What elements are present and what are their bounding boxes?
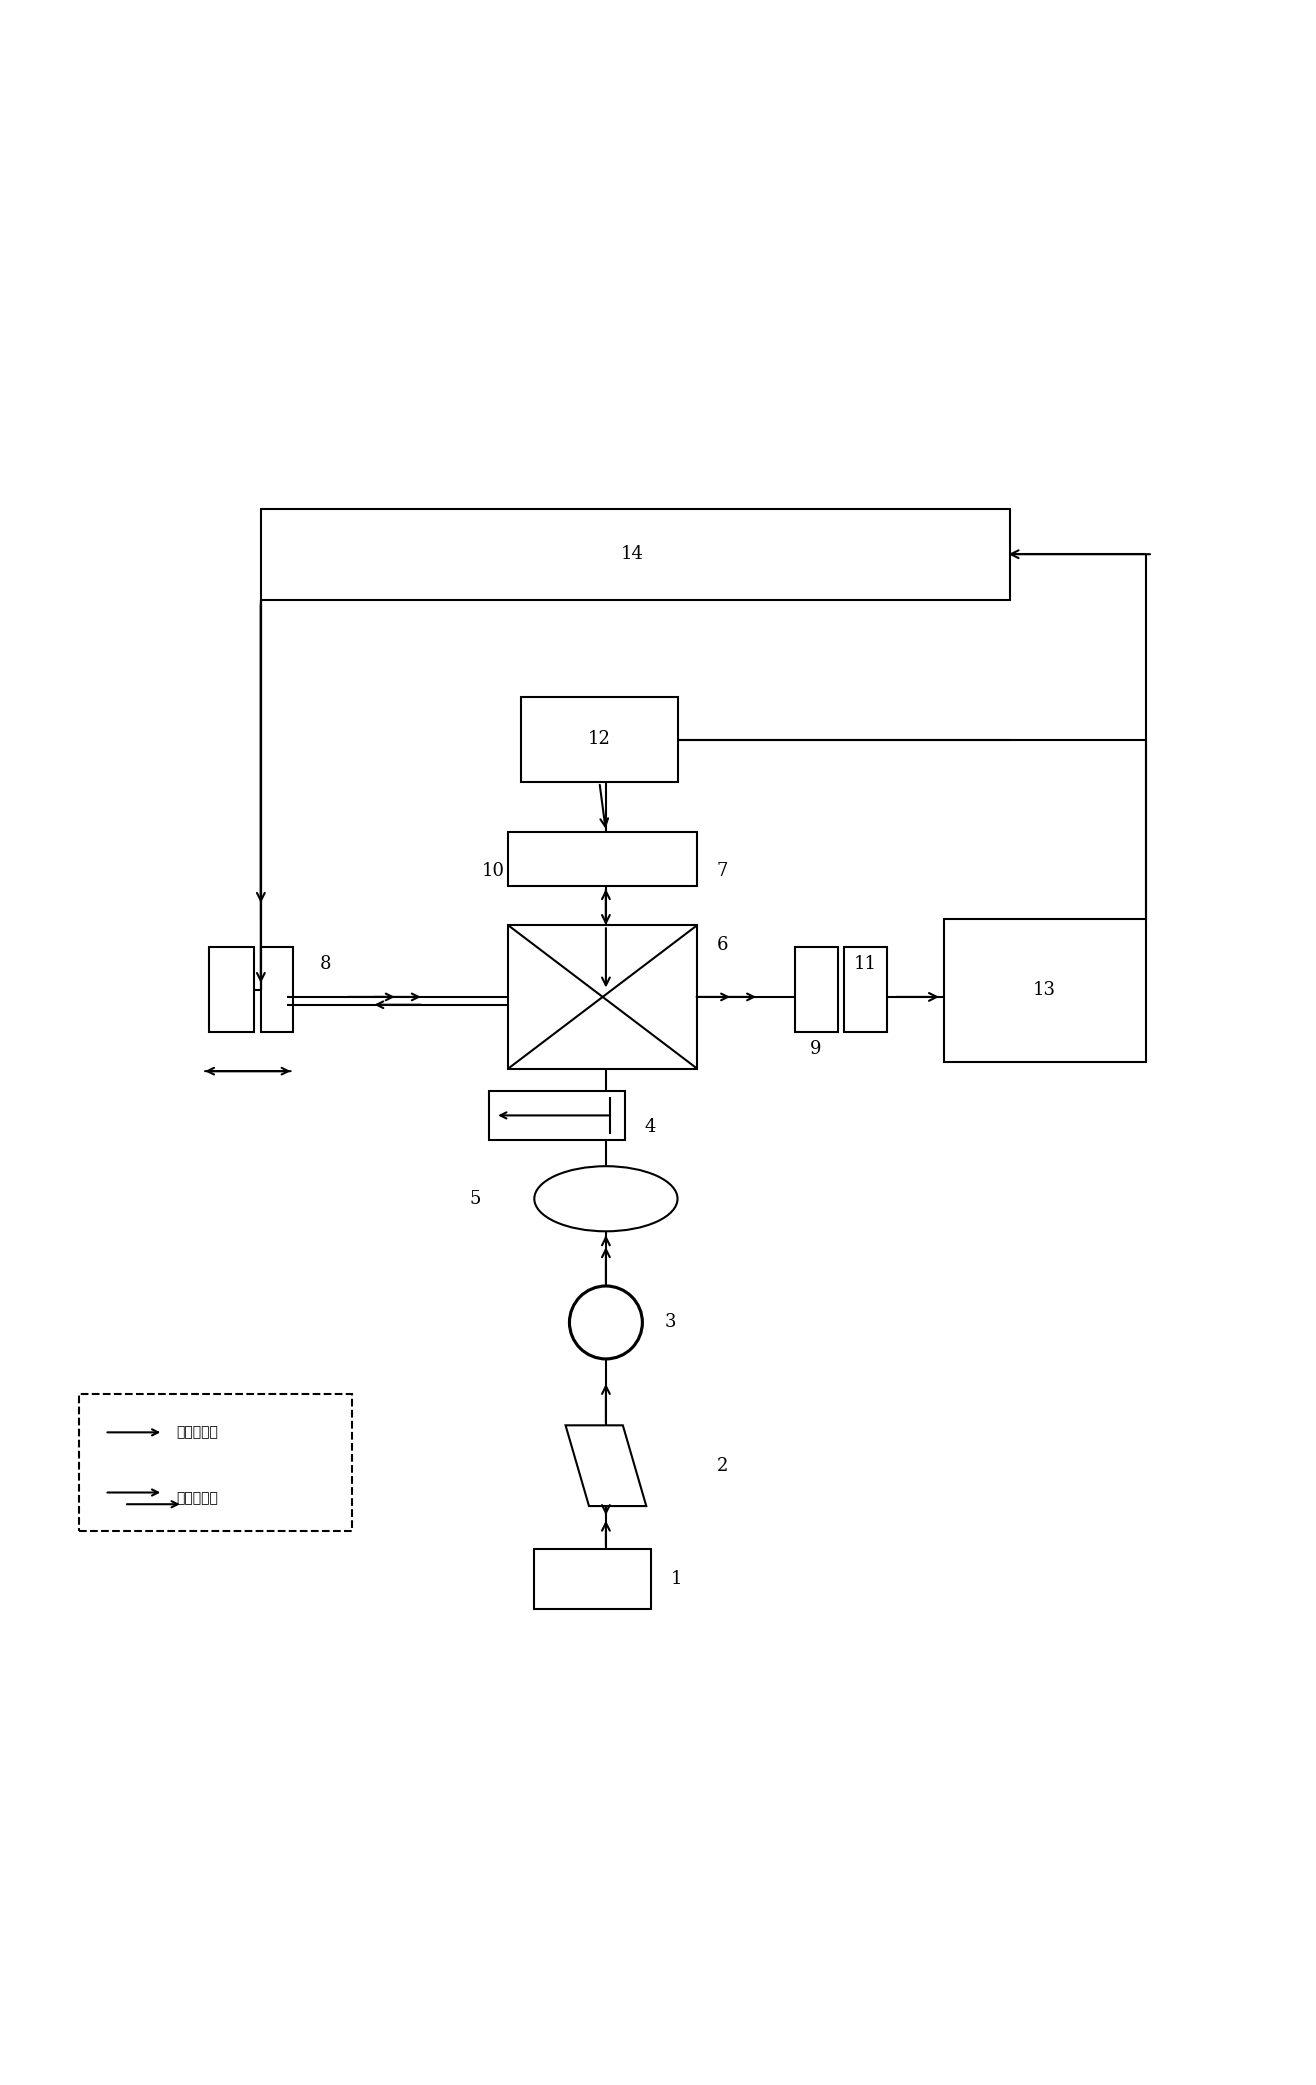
Text: 13: 13 bbox=[1033, 982, 1057, 999]
Text: 入射光方向: 入射光方向 bbox=[176, 1426, 218, 1439]
Bar bbox=[488, 1090, 625, 1140]
Text: 10: 10 bbox=[482, 861, 505, 880]
Bar bbox=[209, 947, 254, 1032]
Bar bbox=[945, 919, 1146, 1061]
Bar bbox=[508, 832, 697, 886]
Text: 反射光方向: 反射光方向 bbox=[176, 1491, 218, 1505]
Bar bbox=[79, 1395, 351, 1530]
Bar bbox=[261, 509, 1009, 600]
Text: 1: 1 bbox=[671, 1570, 683, 1589]
Text: 4: 4 bbox=[645, 1118, 657, 1136]
Text: 8: 8 bbox=[320, 955, 330, 974]
Text: 12: 12 bbox=[588, 730, 611, 749]
Bar bbox=[844, 947, 887, 1032]
Text: 14: 14 bbox=[621, 544, 644, 563]
Text: 3: 3 bbox=[665, 1314, 676, 1332]
Bar bbox=[795, 947, 838, 1032]
Bar bbox=[521, 698, 678, 782]
Ellipse shape bbox=[534, 1166, 678, 1232]
Text: 9: 9 bbox=[811, 1040, 822, 1057]
Text: 6: 6 bbox=[717, 936, 728, 953]
Polygon shape bbox=[566, 1426, 646, 1505]
Text: 2: 2 bbox=[717, 1457, 728, 1474]
Text: 7: 7 bbox=[717, 861, 728, 880]
Bar bbox=[261, 947, 293, 1032]
Text: 5: 5 bbox=[470, 1191, 480, 1207]
Bar bbox=[508, 926, 697, 1068]
Text: 11: 11 bbox=[853, 955, 876, 974]
Ellipse shape bbox=[570, 1286, 642, 1359]
Bar bbox=[534, 1549, 651, 1610]
